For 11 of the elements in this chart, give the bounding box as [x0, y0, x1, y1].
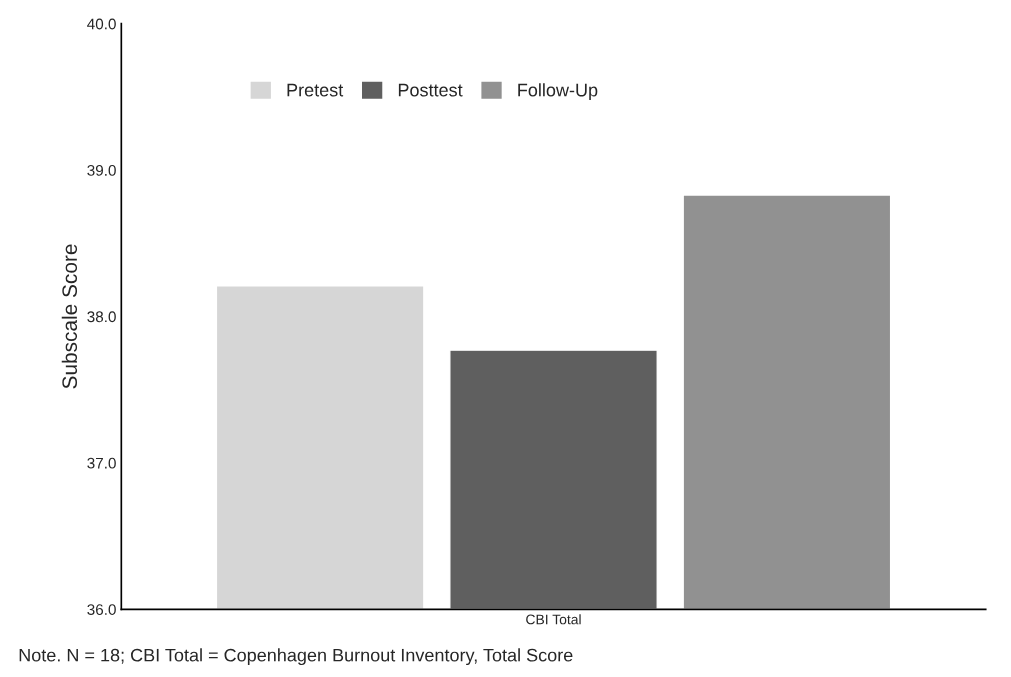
y-tick-label: 36.0 [87, 604, 116, 615]
legend-label: Follow-Up [518, 83, 598, 101]
y-tick-label: 38.0 [87, 311, 116, 323]
text: Note. N = 18; CBI Total = Copenhagen Burnout Inventory, Total Score [19, 648, 573, 666]
legend-label: Pretest [287, 83, 344, 97]
y-axis-title: Subscale Score [61, 244, 78, 389]
y-tick-label: 39.0 [87, 164, 116, 176]
y-tick-label: 37.0 [87, 457, 116, 469]
x-tick-label: CBI Total [526, 614, 581, 625]
y-tick-label: 40.0 [87, 18, 116, 30]
legend-label: Posttest [398, 83, 463, 97]
